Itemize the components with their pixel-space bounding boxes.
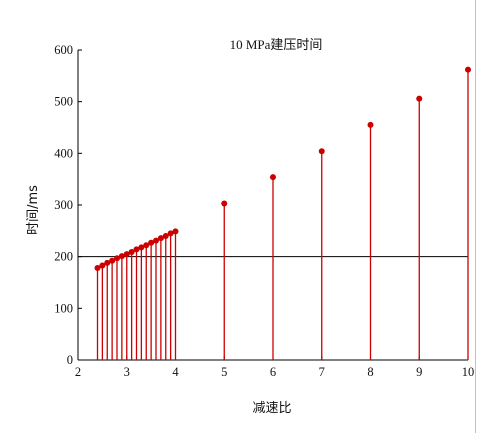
y-tick-label: 200 bbox=[54, 250, 73, 264]
stem-point bbox=[221, 200, 228, 207]
stem-point bbox=[99, 262, 106, 269]
stem-point bbox=[167, 230, 174, 237]
stem-point bbox=[270, 174, 276, 181]
x-tick-label: 2 bbox=[75, 365, 81, 379]
y-tick-label: 0 bbox=[67, 353, 73, 367]
right-edge-line bbox=[475, 0, 476, 433]
stem-point bbox=[172, 228, 179, 235]
stem-point bbox=[157, 235, 164, 242]
stem-point bbox=[318, 148, 325, 155]
stem-point bbox=[109, 257, 116, 264]
stem-point bbox=[123, 251, 130, 258]
x-tick-label: 4 bbox=[172, 365, 179, 379]
chart-title: 10 MPa建压时间 bbox=[230, 37, 323, 52]
y-tick-label: 400 bbox=[54, 146, 73, 160]
y-tick-label: 600 bbox=[54, 43, 73, 57]
x-tick-label: 3 bbox=[124, 365, 130, 379]
y-tick-label: 500 bbox=[54, 95, 73, 109]
stem-point bbox=[148, 239, 155, 246]
x-tick-label: 6 bbox=[270, 365, 276, 379]
stems-group bbox=[94, 66, 471, 360]
x-tick-label: 8 bbox=[367, 365, 373, 379]
stem-point bbox=[94, 265, 101, 272]
x-tick-label: 9 bbox=[416, 365, 422, 379]
stem-point bbox=[416, 95, 423, 102]
y-tick-label: 100 bbox=[54, 301, 73, 315]
y-tick-label: 300 bbox=[54, 198, 73, 212]
stem-point bbox=[153, 237, 159, 244]
stem-point bbox=[104, 259, 111, 266]
x-tick-label: 10 bbox=[462, 365, 475, 379]
stem-point bbox=[465, 66, 471, 73]
x-tick-label: 5 bbox=[221, 365, 227, 379]
stem-point bbox=[143, 242, 150, 249]
stem-point bbox=[133, 246, 140, 253]
stem-point bbox=[118, 253, 125, 260]
stem-point bbox=[162, 233, 169, 239]
stem-point bbox=[138, 244, 145, 251]
stem-point bbox=[114, 255, 120, 262]
x-axis-label: 减速比 bbox=[252, 401, 291, 416]
stem-point bbox=[128, 249, 135, 256]
y-axis-label: 时间/ms bbox=[26, 185, 41, 235]
stem-point bbox=[367, 121, 374, 128]
x-tick-label: 7 bbox=[319, 365, 325, 379]
